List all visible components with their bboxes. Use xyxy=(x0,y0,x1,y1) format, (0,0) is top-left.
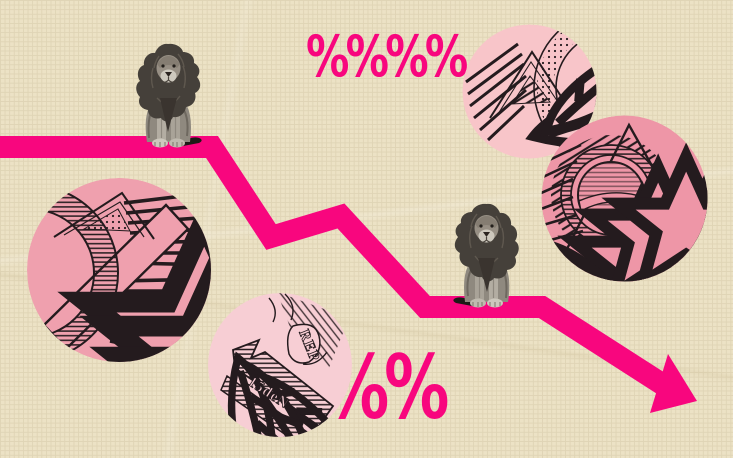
engraving-ray-bars xyxy=(465,42,527,142)
lion-right-illustration xyxy=(452,202,520,309)
lion-left-illustration xyxy=(135,42,203,149)
trend-arrow-head xyxy=(650,354,697,413)
coin-engraving-circle-right xyxy=(541,115,708,282)
engraving-arc-band xyxy=(533,24,597,159)
trend-arrow-line xyxy=(0,136,668,394)
engraving-ribbon xyxy=(220,338,335,437)
coin-engraving-circle-ribbon: REP 15deN xyxy=(208,293,352,437)
engraving-triangle xyxy=(53,191,155,240)
coin-engraving-circle-topright xyxy=(462,24,597,159)
engraving-emblem xyxy=(551,135,708,282)
percent-signs-top: %%%% xyxy=(306,24,468,90)
engraving-clutter xyxy=(220,293,352,437)
coin-engraving-circle-left xyxy=(27,178,211,362)
